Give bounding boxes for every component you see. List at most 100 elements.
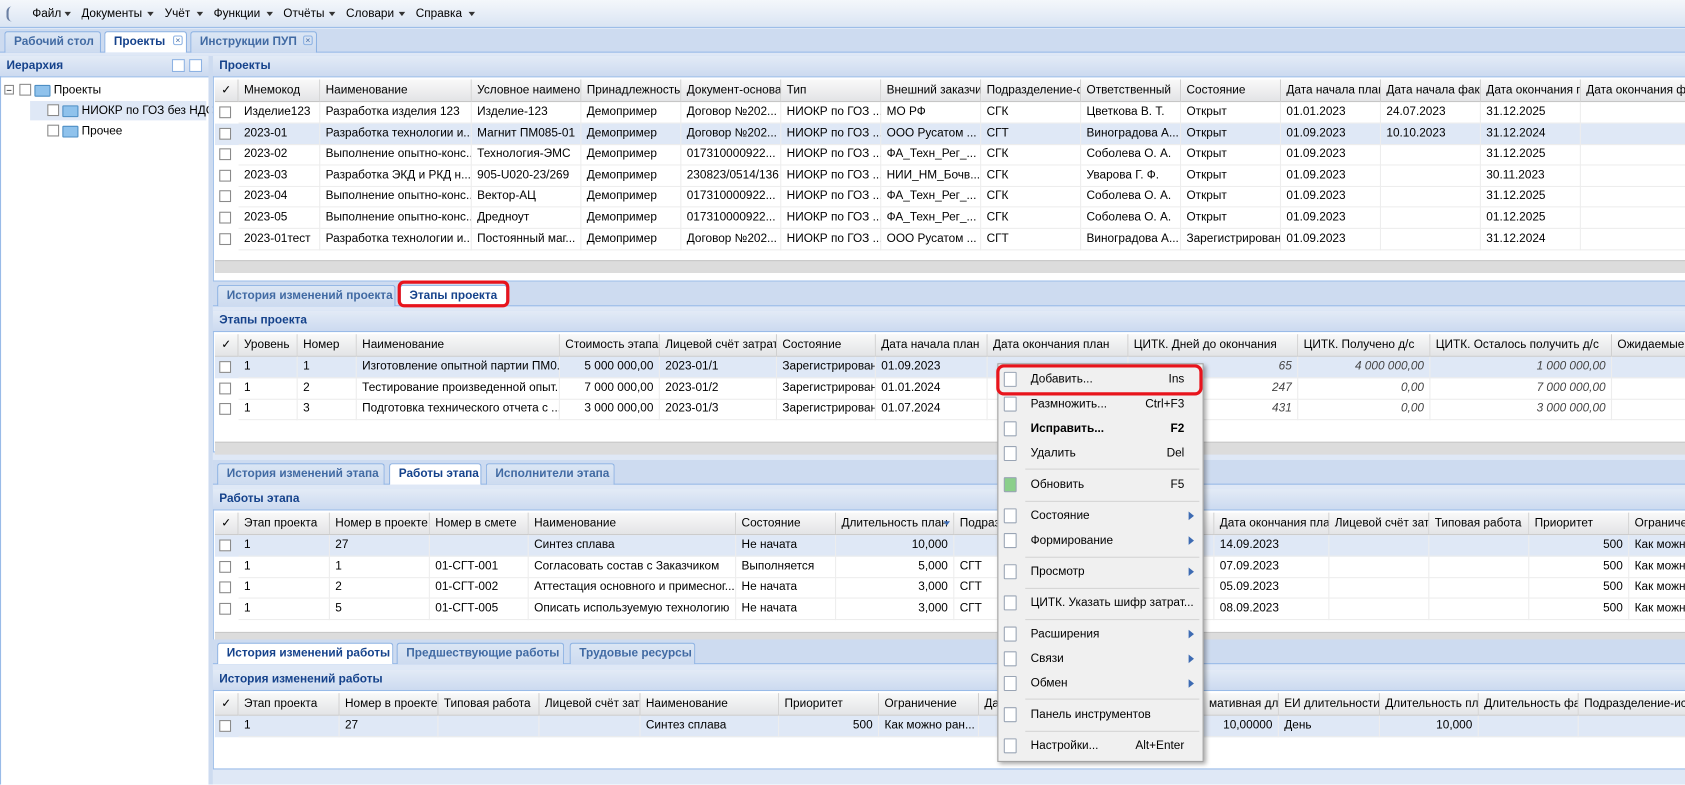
- cell[interactable]: Выполнение опытно-конс...: [320, 144, 472, 166]
- cell[interactable]: 30.11.2023: [1480, 165, 1581, 187]
- column-header[interactable]: ✓: [214, 79, 239, 103]
- cell[interactable]: СГК: [981, 207, 1082, 229]
- cell[interactable]: [1429, 577, 1530, 599]
- cell[interactable]: Не начата: [736, 577, 837, 599]
- column-header[interactable]: Дата окончания пл: [1480, 79, 1581, 103]
- cell[interactable]: 08.09.2023: [1214, 598, 1330, 620]
- cell[interactable]: Не начата: [736, 535, 837, 557]
- cell[interactable]: Разработка технологии и...: [320, 228, 472, 250]
- row-checkbox[interactable]: [219, 190, 232, 203]
- cell[interactable]: 31.12.2025: [1480, 144, 1581, 166]
- sub-tab[interactable]: История изменений этапа: [217, 463, 385, 485]
- menu-label[interactable]: Добавить...: [1030, 372, 1093, 386]
- cell[interactable]: Подготовка технического отчета с ...: [356, 398, 560, 421]
- column-header[interactable]: ЦИТК. Дней до окончания: [1128, 334, 1299, 357]
- cell[interactable]: 2023-05: [238, 207, 321, 229]
- cell[interactable]: СГТ: [981, 123, 1082, 145]
- column-header[interactable]: Тип: [781, 79, 882, 103]
- cell[interactable]: НИОКР по ГОЗ ...: [781, 123, 882, 145]
- column-header[interactable]: Номер в смете: [429, 512, 529, 536]
- cell[interactable]: Как можно ран...: [879, 715, 980, 738]
- cell[interactable]: ФА_Техн_Рег_...: [881, 186, 982, 208]
- cell[interactable]: Как можно: [1629, 535, 1685, 557]
- menu-label[interactable]: Размножить...: [1030, 397, 1108, 411]
- cell[interactable]: 07.09.2023: [1214, 556, 1330, 578]
- cell[interactable]: 2023-02: [238, 144, 321, 166]
- cell[interactable]: 01.09.2023: [1281, 165, 1381, 187]
- cell[interactable]: [1329, 535, 1430, 557]
- column-header[interactable]: Приоритет: [779, 693, 880, 716]
- cell[interactable]: 2023-01: [238, 123, 321, 145]
- menu-item[interactable]: Функции: [213, 7, 261, 21]
- cell[interactable]: [1429, 598, 1530, 620]
- menu-label[interactable]: Связи: [1030, 652, 1064, 666]
- menu-label[interactable]: ЦИТК. Указать шифр затрат...: [1030, 596, 1194, 610]
- cell[interactable]: Разработка ЭКД и РКД н...: [320, 165, 472, 187]
- column-header[interactable]: Подразделение-ис: [1578, 693, 1685, 716]
- column-header[interactable]: Мнемокод: [238, 79, 321, 103]
- cell[interactable]: СГК: [981, 102, 1082, 124]
- cell[interactable]: 31.12.2025: [1480, 186, 1581, 208]
- cell[interactable]: ФА_Техн_Рег_...: [881, 207, 982, 229]
- cell[interactable]: 10.10.2023: [1380, 123, 1481, 145]
- sub-tab[interactable]: История изменений проекта: [217, 284, 396, 307]
- column-header[interactable]: Наименование: [640, 693, 780, 716]
- cell[interactable]: 3: [297, 398, 357, 421]
- collapse-btn[interactable]: [189, 59, 203, 73]
- cell[interactable]: НИОКР по ГОЗ ...: [781, 228, 882, 250]
- menu-label[interactable]: Состояние: [1030, 509, 1090, 523]
- column-header[interactable]: Документ-основан: [681, 79, 782, 103]
- cell[interactable]: 1: [238, 556, 330, 578]
- cell[interactable]: 01.01.2023: [1281, 102, 1381, 124]
- cell[interactable]: НИОКР по ГОЗ ...: [781, 207, 882, 229]
- sub-tab[interactable]: Исполнители этапа: [485, 463, 615, 485]
- cell[interactable]: Соболева О. А.: [1081, 186, 1182, 208]
- cell[interactable]: 0,00: [1298, 398, 1431, 421]
- cell[interactable]: 1: [238, 377, 298, 400]
- column-header[interactable]: Лицевой счёт затр: [1329, 512, 1430, 536]
- cell[interactable]: Открыт: [1181, 165, 1282, 187]
- menu-label[interactable]: Обновить: [1030, 478, 1085, 492]
- row-checkbox[interactable]: [219, 403, 232, 416]
- cell[interactable]: 1: [297, 356, 357, 379]
- cell[interactable]: 31.12.2025: [1480, 102, 1581, 124]
- cell[interactable]: 5: [329, 598, 430, 620]
- cell[interactable]: 01.09.2023: [1281, 186, 1381, 208]
- cell[interactable]: 3,000: [836, 577, 955, 599]
- menu-label[interactable]: Расширения: [1030, 627, 1100, 641]
- column-header[interactable]: Состояние: [777, 334, 876, 357]
- cell[interactable]: Технология-ЭМС: [471, 144, 582, 166]
- column-header[interactable]: Подразделение-от: [981, 79, 1082, 103]
- cell[interactable]: Синтез сплава: [640, 715, 780, 738]
- cell[interactable]: 65: [1128, 356, 1299, 379]
- tab-close[interactable]: ×: [173, 35, 183, 46]
- cell[interactable]: 2: [297, 377, 357, 400]
- column-header[interactable]: Дата начала план.: [1281, 79, 1381, 103]
- tree-checkbox[interactable]: [47, 124, 60, 137]
- column-header[interactable]: Дата окончания план: [1214, 512, 1330, 536]
- cell[interactable]: НИОКР по ГОЗ ...: [781, 102, 882, 124]
- cell[interactable]: 1: [238, 398, 298, 421]
- cell[interactable]: Демопример: [581, 123, 682, 145]
- cell[interactable]: 31.12.2024: [1480, 123, 1581, 145]
- main-tab[interactable]: Проекты: [104, 31, 187, 53]
- cell[interactable]: Демопример: [581, 228, 682, 250]
- cell[interactable]: [1380, 228, 1481, 250]
- cell[interactable]: 2023-01/3: [659, 398, 778, 421]
- cell[interactable]: Открыт: [1181, 123, 1282, 145]
- cell[interactable]: Постоянный маг...: [471, 228, 582, 250]
- column-header[interactable]: Типовая работа: [1429, 512, 1530, 536]
- cell[interactable]: 14.09.2023: [1214, 535, 1330, 557]
- cell[interactable]: [1580, 165, 1685, 187]
- column-header[interactable]: Лицевой счёт затра: [539, 693, 641, 716]
- column-header[interactable]: Дата начала факт: [1380, 79, 1481, 103]
- cell[interactable]: [438, 715, 540, 738]
- cell[interactable]: 247: [1128, 377, 1299, 400]
- row-checkbox[interactable]: [219, 211, 232, 224]
- cell[interactable]: Описать используемую технологию: [528, 598, 737, 620]
- cell[interactable]: 2023-01/2: [659, 377, 778, 400]
- cell[interactable]: 5 000 000,00: [559, 356, 660, 379]
- sub-tab[interactable]: Трудовые ресурсы: [569, 642, 696, 665]
- tree-expander[interactable]: −: [4, 84, 14, 95]
- cell[interactable]: 1: [238, 535, 330, 557]
